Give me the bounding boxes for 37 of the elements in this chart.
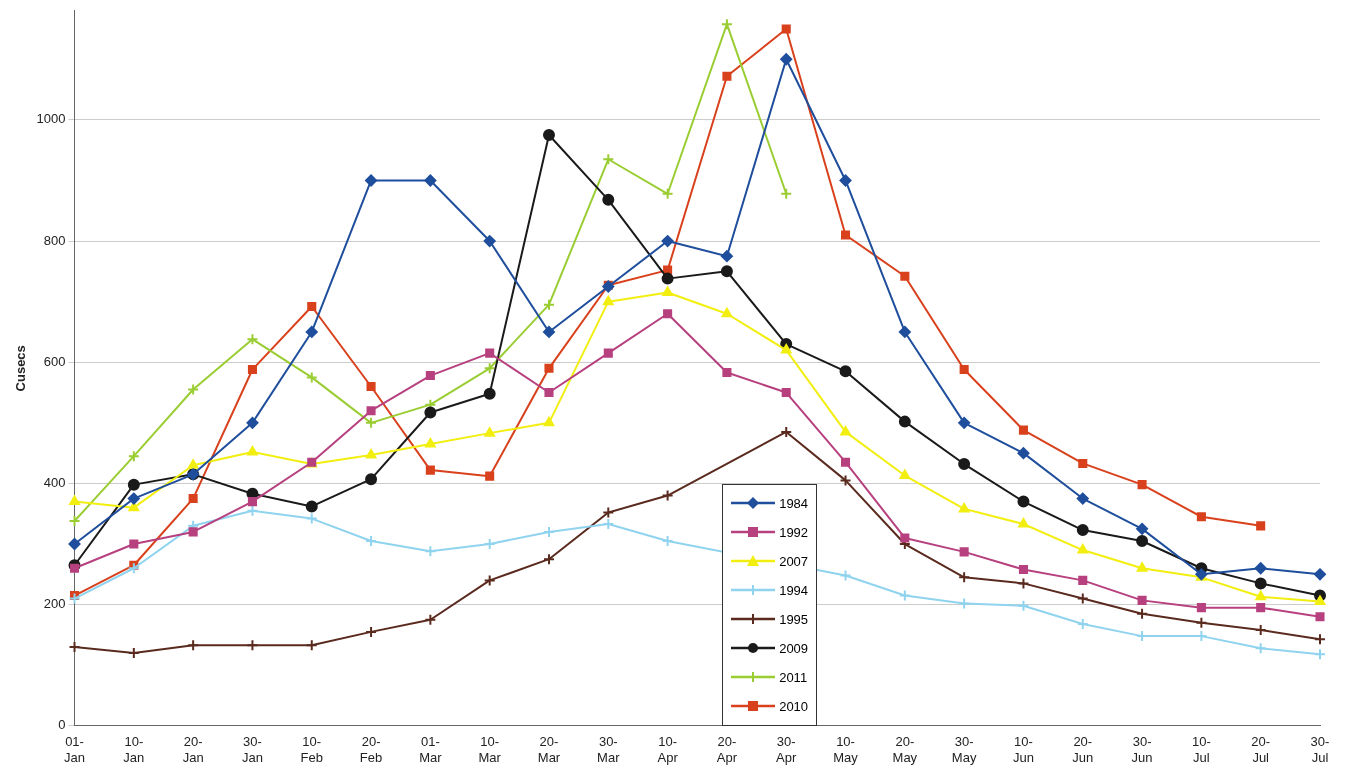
x-tick-label: 20-Mar	[537, 734, 561, 765]
x-tick-label: 10-Mar	[478, 734, 502, 765]
x-tick-label: 10-Feb	[300, 734, 323, 765]
legend-label: 1994	[779, 582, 809, 598]
x-tick-label: 01-Mar	[419, 734, 443, 765]
x-tick-label: 20-Jun	[1072, 734, 1094, 765]
x-tick-label: 20-May	[892, 734, 918, 765]
x-tick-label: 20-Jul	[1251, 734, 1271, 765]
x-tick-label: 30-Apr	[776, 734, 798, 765]
y-tick-label: 800	[43, 232, 66, 248]
x-tick-label: 01-Jan	[64, 734, 85, 765]
y-tick-label: 200	[43, 596, 66, 612]
legend-label: 1995	[779, 611, 809, 627]
x-tick-label: 20-Jan	[182, 734, 204, 765]
legend-label: 2011	[779, 669, 808, 685]
x-tick-label: 10-Jan	[123, 734, 145, 765]
x-tick-label: 10-Jul	[1191, 734, 1211, 765]
legend-label: 2010	[779, 698, 809, 714]
x-tick-label: 30-May	[951, 734, 977, 765]
x-tick-label: 20-Apr	[716, 734, 738, 765]
legend-label: 2007	[779, 553, 809, 569]
y-tick-label: 1000	[36, 111, 66, 127]
x-tick-label: 10-Jun	[1012, 734, 1034, 765]
x-tick-label: 10-May	[833, 734, 859, 765]
legend-label: 2009	[779, 640, 809, 656]
y-axis-title: Cusecs	[13, 345, 29, 392]
x-tick-label: 30-Jan	[241, 734, 263, 765]
x-tick-label: 30-Jul	[1310, 734, 1330, 765]
legend-label: 1984	[779, 495, 809, 511]
x-tick-label: 30-Jun	[1131, 734, 1153, 765]
legend-label: 1992	[779, 524, 809, 540]
x-tick-label: 20-Feb	[359, 734, 383, 765]
y-tick-label: 0	[58, 717, 66, 733]
y-tick-label: 400	[43, 475, 66, 491]
x-tick-label: 10-Apr	[657, 734, 679, 765]
y-tick-label: 600	[43, 353, 66, 369]
x-tick-label: 30-Mar	[597, 734, 621, 765]
